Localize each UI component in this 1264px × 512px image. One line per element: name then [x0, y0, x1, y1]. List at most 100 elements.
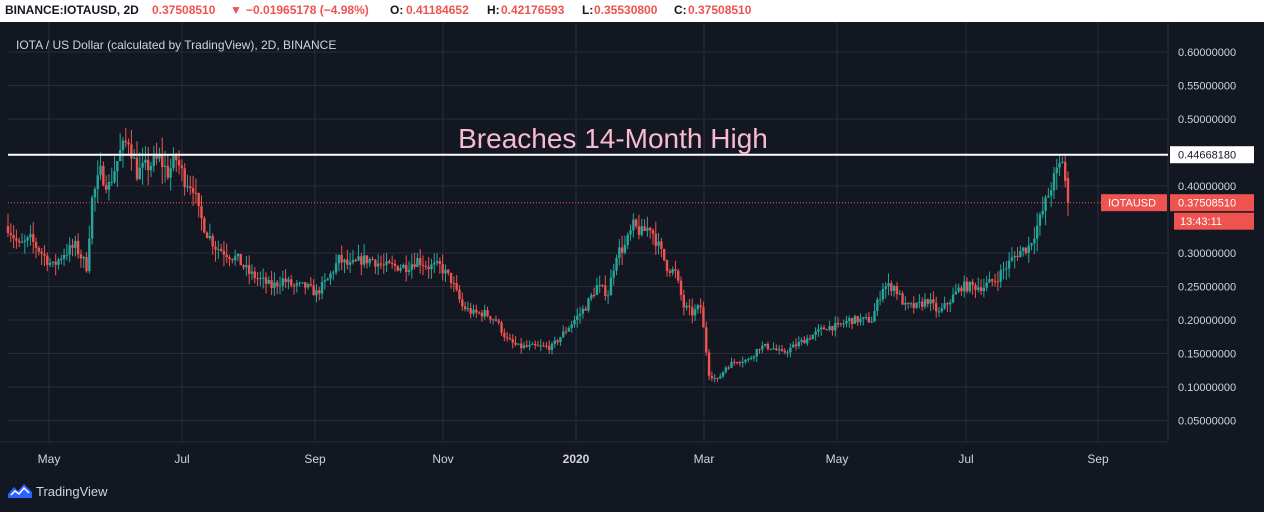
candle-body: [623, 244, 627, 253]
annotation-text[interactable]: Breaches 14-Month High: [458, 123, 768, 154]
tradingview-brand[interactable]: TradingView: [36, 484, 108, 499]
candle-body: [343, 259, 346, 263]
candle-body: [662, 248, 666, 261]
candle-body: [483, 310, 486, 317]
candle-body: [766, 343, 770, 349]
candle-body: [912, 303, 915, 308]
candle-body: [772, 348, 775, 350]
candle-body: [794, 344, 798, 347]
candle-body: [935, 302, 938, 312]
candle-body: [340, 254, 343, 263]
candle-body: [376, 263, 380, 267]
candle-body: [315, 290, 318, 296]
candle-body: [685, 305, 688, 308]
candle-body: [1013, 255, 1016, 258]
candle-body: [1066, 178, 1070, 203]
candle-body: [368, 259, 371, 264]
candle-body: [963, 281, 966, 292]
symbol-label[interactable]: BINANCE:IOTAUSD, 2D: [5, 3, 139, 17]
candle-body: [651, 230, 655, 234]
change-arrow-icon: ▼: [230, 3, 242, 17]
candle-body: [791, 344, 795, 348]
candle-body: [559, 337, 562, 343]
candle-body: [581, 308, 585, 314]
candle-body: [646, 227, 649, 231]
candle-body: [413, 264, 416, 268]
candle-body: [270, 280, 273, 289]
candle-body: [545, 345, 548, 347]
candle-body: [898, 293, 901, 295]
y-tick-label: 0.20000000: [1178, 315, 1236, 327]
candle-body: [323, 280, 327, 282]
candle-body: [850, 318, 854, 324]
candle-body: [259, 278, 262, 280]
candle-body: [18, 240, 21, 243]
candle-body: [654, 233, 657, 246]
candle-body: [859, 318, 862, 323]
footer: TradingView: [0, 473, 1264, 512]
candle-body: [573, 319, 576, 325]
tradingview-logo-icon[interactable]: [8, 482, 32, 498]
candle-body: [410, 264, 414, 270]
candle-body: [104, 185, 108, 190]
candle-body: [800, 339, 803, 342]
last-price: 0.37508510: [152, 3, 216, 17]
candle-body: [834, 323, 837, 331]
candle-body: [671, 269, 674, 273]
candle-body: [817, 329, 820, 332]
candle-body: [284, 278, 287, 283]
candle-body: [281, 278, 285, 286]
candle-body: [657, 241, 660, 246]
candle-body: [811, 334, 815, 340]
candle-body: [514, 342, 517, 345]
candle-body: [12, 235, 15, 239]
close-value: 0.37508510: [688, 3, 752, 17]
candle-body: [385, 261, 388, 266]
candle-body: [749, 357, 753, 360]
candle-body: [455, 283, 458, 290]
candle-body: [1063, 161, 1067, 182]
candle-body: [424, 265, 428, 267]
candle-body: [946, 303, 949, 305]
candle-body: [996, 281, 1000, 283]
y-tick-label: 0.15000000: [1178, 349, 1236, 361]
candle-body: [721, 371, 725, 377]
candle-body: [211, 236, 214, 247]
symbol-tag: IOTAUSD: [1108, 198, 1156, 210]
candle-body: [971, 281, 974, 286]
candle-body: [517, 343, 520, 345]
candle-body: [1061, 161, 1064, 164]
candle-body: [710, 375, 714, 379]
time-axis[interactable]: May Jul Sep Nov 2020 Mar May Jul Sep: [38, 452, 1109, 466]
candle-body: [421, 265, 425, 267]
candle-body: [15, 238, 18, 241]
price-axis[interactable]: 0.60000000 0.55000000 0.50000000 0.40000000…: [1178, 47, 1236, 428]
candle-body: [390, 262, 394, 264]
candle-body: [407, 269, 411, 273]
candle-body: [590, 294, 593, 299]
candle-body: [842, 323, 845, 325]
candle-body: [62, 255, 66, 259]
candle-body: [99, 165, 102, 176]
change-value: −0.01965178 (−4.98%): [246, 3, 369, 17]
candle-body: [396, 265, 399, 271]
candle-body: [878, 299, 882, 301]
candle-body: [783, 350, 786, 353]
candle-body: [214, 246, 217, 250]
candle-body: [640, 226, 643, 235]
price-chart[interactable]: 0.60000000 0.55000000 0.50000000 0.40000000…: [0, 22, 1264, 473]
candle-body: [940, 308, 944, 312]
candle-body: [346, 259, 349, 265]
candle-body: [37, 247, 41, 252]
candle-body: [233, 256, 237, 261]
candle-body: [738, 362, 742, 364]
candle-body: [388, 261, 391, 263]
candle-body: [88, 238, 91, 272]
candle-body: [548, 345, 551, 350]
y-tick-label: 0.05000000: [1178, 416, 1236, 428]
candle-body: [1030, 243, 1033, 246]
candle-body: [1016, 255, 1019, 258]
candle-body: [461, 299, 464, 307]
candle-body: [674, 269, 677, 271]
candle-body: [1052, 173, 1056, 191]
